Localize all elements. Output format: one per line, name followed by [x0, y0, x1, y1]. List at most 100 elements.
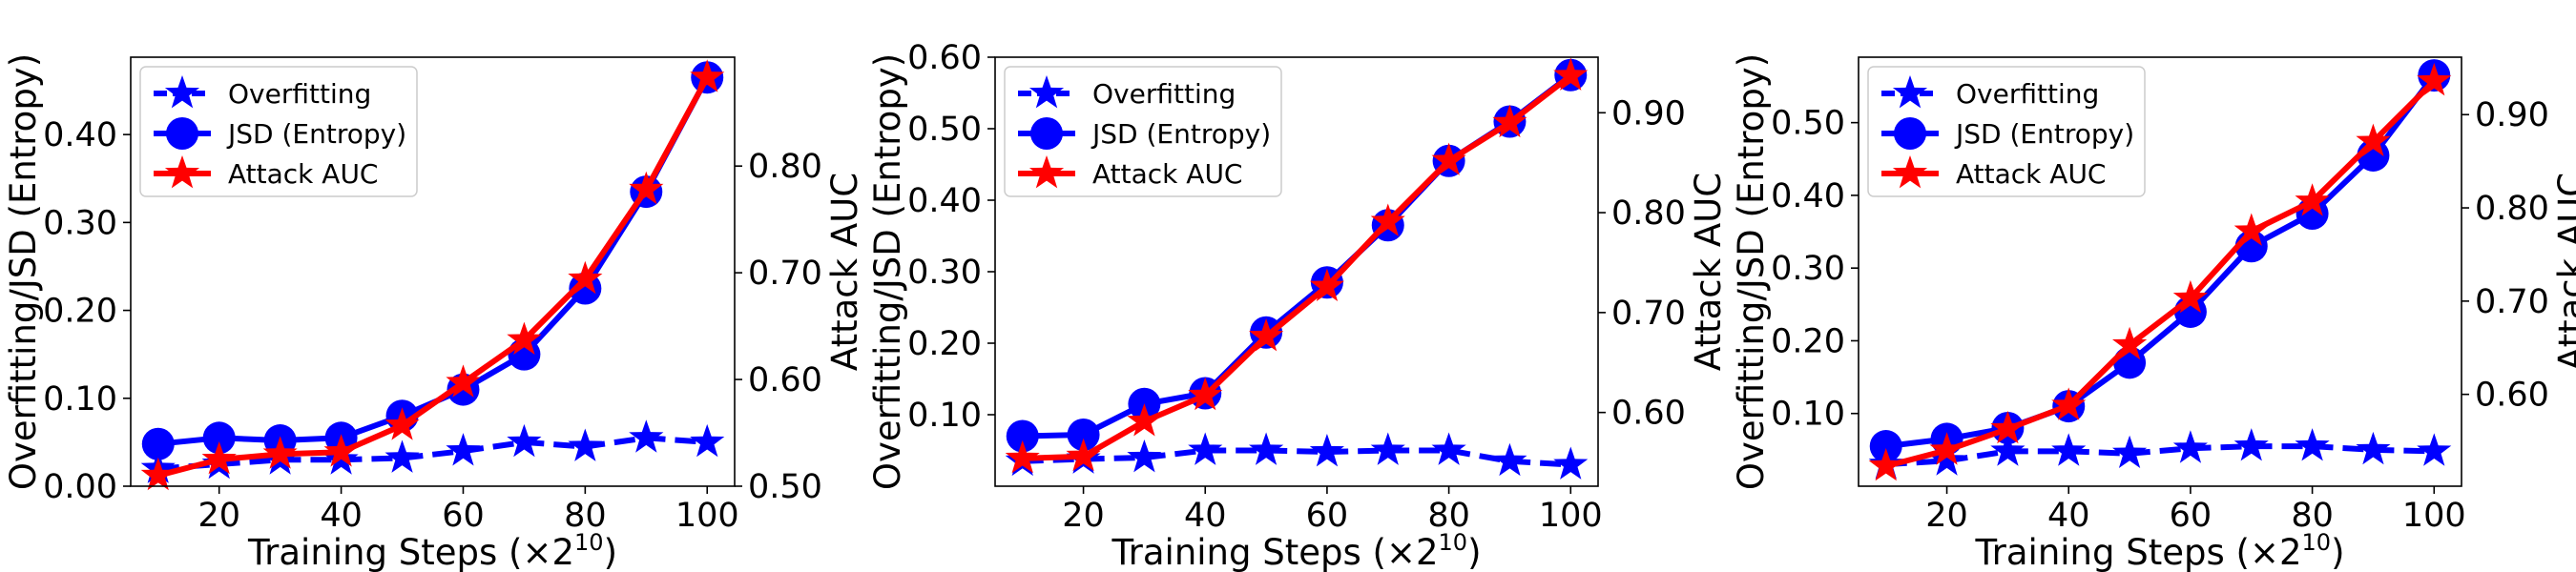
y2-tick-label: 0.90: [2475, 96, 2549, 134]
data-point-overfitting: [629, 419, 664, 453]
legend-label-auc: Attack AUC: [1956, 158, 2107, 190]
legend: Overfitting JSD (Entropy) Attack AUC: [1004, 66, 1282, 197]
y2-axis-label: Attack AUC: [2551, 173, 2576, 371]
legend-label-auc: Attack AUC: [1092, 158, 1243, 190]
data-point-auc: [1249, 318, 1284, 352]
x-tick-label: 20: [1925, 497, 1968, 535]
y-tick-label: 0.10: [1771, 396, 1845, 434]
x-axis-label-suffix: ): [2331, 532, 2344, 572]
data-point-auc: [507, 321, 542, 355]
circle-icon: [1030, 117, 1063, 150]
x-tick-label: 60: [1306, 497, 1349, 535]
y-tick-label: 0.40: [43, 116, 117, 154]
y2-tick-label: 0.60: [2475, 377, 2549, 415]
legend-label-jsd: JSD (Entropy): [1954, 118, 2134, 150]
y-tick-label: 0.20: [907, 325, 982, 363]
data-point-auc: [690, 59, 725, 92]
legend-label-overfitting: Overfitting: [228, 78, 371, 110]
data-point-overfitting: [568, 428, 603, 461]
series-line-overfitting: [1022, 447, 1571, 468]
data-point-auc: [2417, 63, 2452, 96]
y-tick-label: 0.10: [907, 397, 982, 435]
legend-box: [1004, 66, 1282, 197]
series-line-auc: [1022, 73, 1573, 461]
series-line-auc: [1884, 78, 2437, 469]
x-axis-label-prefix: Training Steps (×2: [247, 532, 574, 572]
data-point-auc: [1929, 432, 1964, 465]
data-point-auc: [1492, 104, 1527, 138]
data-point-overfitting: [1431, 432, 1466, 465]
x-axis-label-suffix: ): [1467, 532, 1481, 572]
series-line-overfitting: [1885, 443, 2435, 468]
y2-tick-label: 0.50: [748, 468, 822, 506]
y-tick-label: 0.60: [907, 39, 982, 77]
data-point-auc: [262, 436, 298, 469]
data-point-jsd: [1006, 419, 1039, 453]
x-tick-label: 100: [2402, 497, 2466, 535]
y2-tick-label: 0.80: [1611, 194, 1686, 233]
y2-tick-label: 0.60: [1611, 395, 1686, 433]
x-axis-label-exponent: 10: [2302, 529, 2332, 556]
data-point-overfitting: [1990, 433, 2025, 466]
x-axis-label-prefix: Training Steps (×2: [1111, 532, 1439, 572]
legend-box: [1867, 66, 2146, 197]
series-auc: [1005, 57, 1589, 474]
series-overfitting: [1868, 428, 2452, 480]
y-tick-label: 0.40: [907, 182, 982, 220]
data-point-overfitting: [2295, 428, 2330, 461]
data-point-overfitting: [1188, 432, 1223, 465]
y2-axis-label: Attack AUC: [824, 173, 865, 371]
x-tick-label: 20: [1062, 497, 1105, 535]
legend-label-overfitting: Overfitting: [1092, 78, 1236, 110]
legend: Overfitting JSD (Entropy) Attack AUC: [139, 66, 418, 197]
data-point-auc: [1431, 142, 1466, 175]
x-tick-label: 80: [1427, 497, 1470, 535]
y2-tick-label: 0.90: [1611, 94, 1686, 133]
data-point-auc: [1309, 268, 1344, 301]
star-icon: [1028, 155, 1065, 189]
data-point-auc: [1990, 410, 2025, 444]
data-point-overfitting: [2356, 431, 2391, 465]
y2-tick-label: 0.60: [748, 361, 822, 399]
legend-label-jsd: JSD (Entropy): [1091, 118, 1271, 150]
data-point-overfitting: [1929, 442, 1964, 476]
series-line-overfitting: [157, 435, 708, 472]
y-axis-label: Overfitting/JSD (Entropy): [1731, 53, 1772, 490]
series-line-auc: [157, 75, 710, 479]
y2-tick-label: 0.80: [2475, 190, 2549, 228]
x-axis-label-prefix: Training Steps (×2: [1975, 532, 2302, 572]
y2-tick-label: 0.70: [748, 255, 822, 293]
data-point-auc: [568, 260, 603, 295]
data-point-jsd: [1067, 419, 1100, 451]
chart-panel-2: 20 40 60 80 100 0.10 0.20 0.30 0.40 0.50 0.60 0.60 0…: [867, 39, 1729, 572]
star-icon: [164, 155, 200, 189]
data-point-auc: [2356, 123, 2391, 156]
y-tick-label: 0.00: [43, 468, 117, 506]
data-point-auc: [2233, 213, 2269, 246]
data-point-auc: [2112, 326, 2148, 360]
star-icon: [164, 75, 200, 109]
data-point-auc: [1066, 438, 1101, 472]
data-point-overfitting: [2051, 433, 2087, 466]
data-point-auc: [2172, 279, 2208, 314]
legend-label-overfitting: Overfitting: [1956, 78, 2099, 110]
data-point-overfitting: [507, 423, 542, 458]
x-tick-label: 100: [1539, 497, 1603, 535]
legend: Overfitting JSD (Entropy) Attack AUC: [1867, 66, 2146, 197]
y2-tick-label: 0.70: [2475, 283, 2549, 321]
x-tick-label: 60: [442, 497, 485, 535]
data-point-overfitting: [1492, 442, 1527, 477]
y-tick-label: 0.10: [43, 380, 117, 419]
data-point-overfitting: [1127, 439, 1162, 473]
plot-frame: [994, 56, 1599, 487]
data-point-auc: [1005, 439, 1040, 474]
data-point-auc: [1553, 57, 1589, 91]
data-point-auc: [1127, 403, 1162, 437]
plot-frame: [1858, 56, 2462, 487]
circle-icon: [1894, 117, 1926, 150]
data-point-auc: [2051, 387, 2087, 420]
data-point-auc: [323, 434, 359, 467]
legend-label-jsd: JSD (Entropy): [226, 118, 406, 150]
x-axis-label-exponent: 10: [574, 529, 604, 556]
y-tick-label: 0.30: [1771, 250, 1845, 288]
